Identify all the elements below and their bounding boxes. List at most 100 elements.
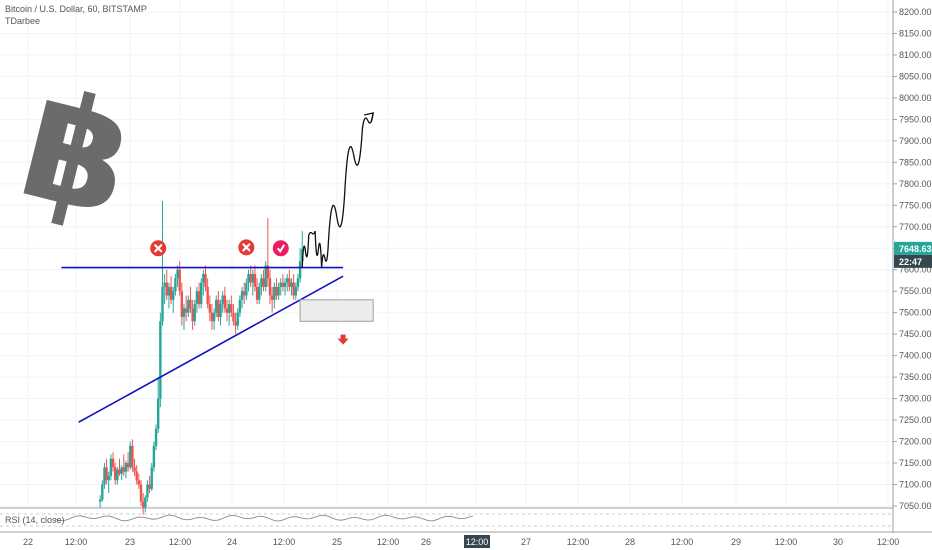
price-tick-label: 7550.00 [899, 286, 932, 296]
candle-body [217, 299, 220, 317]
candle-body [103, 467, 106, 485]
cross-glyph [242, 243, 251, 252]
price-tick-label: 7600.00 [899, 265, 932, 275]
candle-body [262, 278, 265, 287]
candle-body [193, 304, 196, 322]
time-tick-label: 12:00 [671, 537, 694, 547]
candle-body [141, 501, 145, 509]
candle-body [101, 484, 104, 500]
candle-body [275, 286, 278, 296]
candle-body [195, 291, 199, 305]
candle-body [206, 286, 209, 305]
candle-body [277, 286, 280, 296]
candle-body [180, 291, 184, 317]
candle-body [137, 480, 141, 485]
candle-body [154, 428, 158, 446]
candle-body [243, 291, 246, 296]
check-marker-icon [272, 240, 289, 257]
chart-legend: Bitcoin / U.S. Dollar, 60, BITSTAMP TDar… [5, 3, 147, 27]
candle-body [268, 278, 272, 296]
cross-glyph [154, 244, 163, 253]
price-tick-label: 7700.00 [899, 222, 932, 232]
price-tick-label: 7050.00 [899, 501, 932, 511]
candle-body [253, 274, 257, 287]
candle-body [227, 304, 231, 313]
symbol-title: Bitcoin / U.S. Dollar, 60, BITSTAMP [5, 4, 147, 14]
indicator-name: TDarbee [5, 16, 41, 26]
check-glyph [276, 244, 286, 253]
candle-body [215, 299, 218, 313]
candle-body [298, 261, 302, 279]
candle-body [148, 484, 151, 489]
time-tick-label: 28 [625, 537, 635, 547]
candle-body [247, 274, 250, 283]
price-tick-label: 7150.00 [899, 458, 932, 468]
price-tick-label: 7400.00 [899, 351, 932, 361]
price-tick-label: 7450.00 [899, 329, 932, 339]
candle-body [281, 282, 285, 287]
candle-body [122, 467, 125, 472]
price-tick-label: 7100.00 [899, 480, 932, 490]
candle-body [165, 282, 168, 296]
candle-body [210, 312, 214, 322]
candle-body [234, 321, 237, 326]
candle-body [294, 286, 297, 296]
time-tick-label: 22 [23, 537, 33, 547]
candle-body [118, 469, 121, 474]
projection-arrowhead-icon [364, 112, 375, 123]
candle-body [221, 295, 224, 305]
down-arrow-icon [337, 334, 349, 345]
candle-body [146, 484, 149, 498]
candle-body [167, 286, 171, 296]
price-tick-label: 7300.00 [899, 394, 932, 404]
candle-body [184, 308, 188, 313]
price-tick-label: 8150.00 [899, 28, 932, 38]
price-tick-label: 7350.00 [899, 372, 932, 382]
candle-body [270, 295, 274, 300]
price-tick-label: 7200.00 [899, 437, 932, 447]
candle-body [212, 312, 216, 322]
candle-body [150, 467, 153, 489]
price-tick-label: 8100.00 [899, 50, 932, 60]
candle-body [197, 291, 201, 305]
candle-body [152, 445, 156, 468]
candle-body [264, 265, 267, 287]
time-tick-label: 27 [521, 537, 531, 547]
candle-body [176, 269, 179, 279]
current-price-tag [894, 241, 932, 255]
rsi-line [54, 514, 474, 522]
time-tick-label: 12:00 [775, 537, 798, 547]
time-tick-label: 30 [833, 537, 843, 547]
candle-body [111, 458, 115, 468]
price-tick-label: 7800.00 [899, 179, 932, 189]
candle-body [219, 304, 222, 317]
rsi-label: RSI (14, close) [5, 515, 65, 525]
candle-body [290, 282, 293, 287]
price-tick-label: 8050.00 [899, 71, 932, 81]
candle-body [266, 265, 270, 279]
candle-body [120, 467, 123, 474]
time-tick-label: 23 [125, 537, 135, 547]
candle-body [98, 499, 102, 502]
time-tick-label: 12:00 [567, 537, 590, 547]
candle-body [107, 475, 110, 481]
time-tick-label: 12:00 [65, 537, 88, 547]
candle-body [236, 312, 239, 326]
candle-body [129, 445, 132, 468]
time-tick-label: 12:00 [877, 537, 900, 547]
candle-body [114, 467, 117, 481]
candle-body [157, 398, 160, 429]
time-tick-label: 25 [332, 537, 342, 547]
candle-body [169, 286, 173, 300]
target-zone-rectangle[interactable] [299, 299, 374, 322]
active-time-label: 12:00 [466, 537, 489, 547]
candle-body [131, 445, 134, 468]
price-tick-label: 7900.00 [899, 136, 932, 146]
candle-body [225, 308, 229, 313]
price-tick-label: 7250.00 [899, 415, 932, 425]
candle-body [133, 467, 136, 472]
candle-body [163, 282, 166, 287]
candle-body [292, 282, 295, 296]
candle-body [230, 304, 233, 313]
